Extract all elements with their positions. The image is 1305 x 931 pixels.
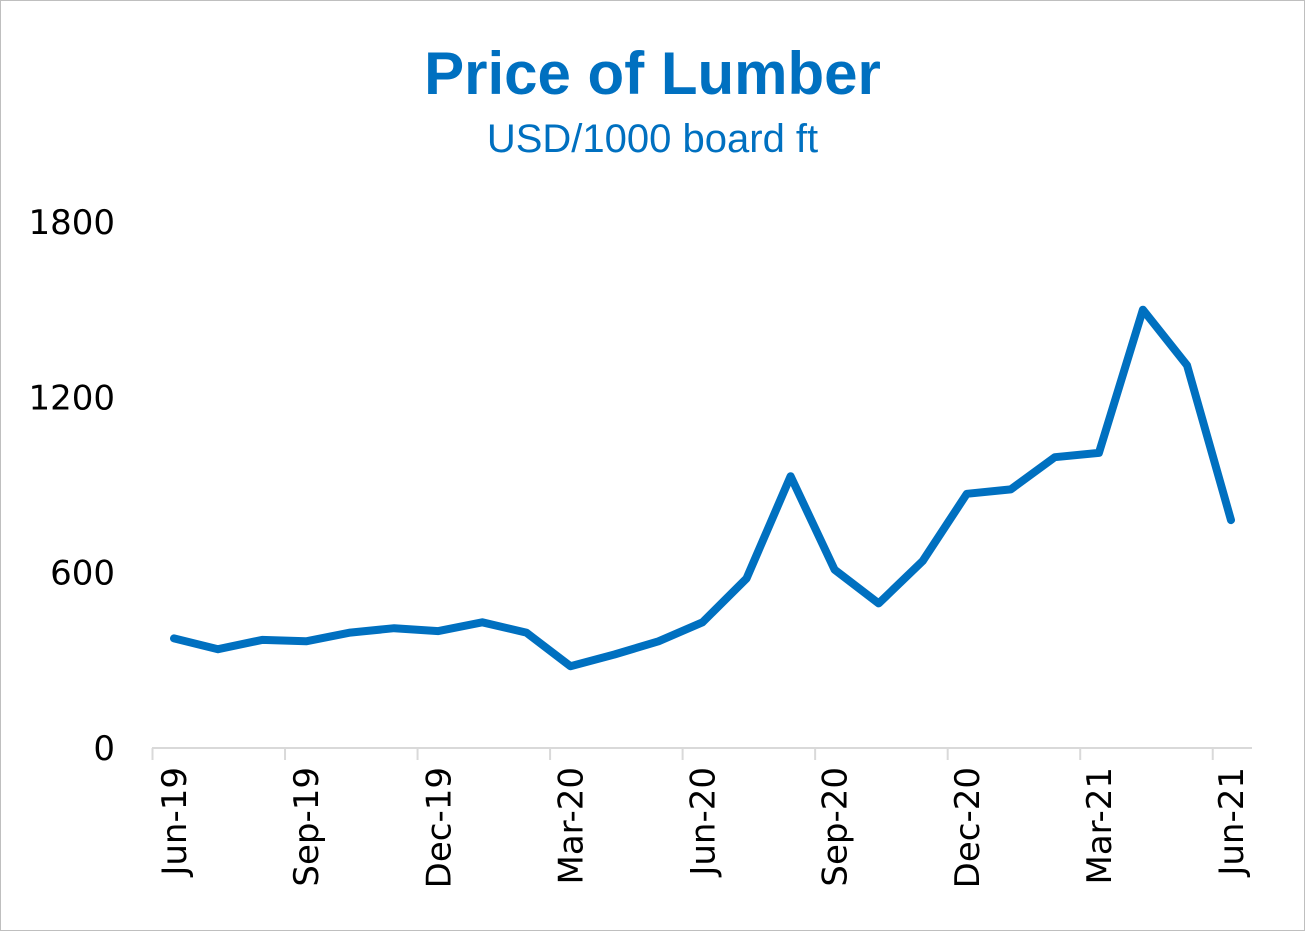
x-tick-label: Mar-20 <box>551 767 591 885</box>
x-tick-label: Dec-20 <box>948 767 988 888</box>
x-tick-label: Sep-19 <box>287 767 327 887</box>
series-line-lumber-price <box>170 305 1235 671</box>
y-axis-ticks: 0 600 1200 1800 <box>28 203 115 769</box>
y-tick-label: 600 <box>50 554 115 594</box>
series-group <box>170 305 1235 671</box>
x-axis-ticks <box>151 748 1214 760</box>
x-tick-label: Dec-19 <box>419 767 459 888</box>
x-tick-label: Jun-19 <box>155 767 195 878</box>
x-tick-label: Sep-20 <box>816 767 856 887</box>
x-tick-label: Jun-20 <box>684 767 724 878</box>
y-tick-label: 0 <box>93 729 115 769</box>
x-tick-label: Mar-21 <box>1080 767 1120 885</box>
y-tick-label: 1200 <box>28 378 115 418</box>
chart-title: Price of Lumber <box>424 40 881 107</box>
y-tick-label: 1800 <box>28 203 115 243</box>
x-axis-labels: Jun-19 Sep-19 Dec-19 Mar-20 Jun-20 Sep-20 Dec-… <box>155 767 1252 888</box>
x-tick-label: Jun-21 <box>1212 767 1252 878</box>
chart-subtitle: USD/1000 board ft <box>486 117 819 161</box>
